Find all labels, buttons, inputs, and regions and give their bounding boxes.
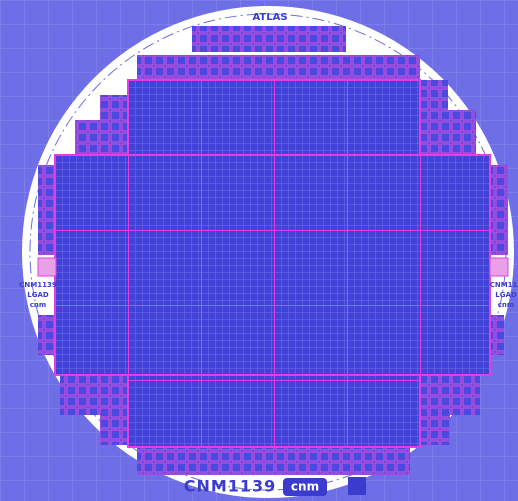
left-label: LGAD <box>27 291 49 299</box>
left-label: cnm <box>30 301 46 309</box>
bottom-label: CNM1139 <box>184 477 277 496</box>
logo-mark <box>348 477 366 495</box>
right-label: CNM113 <box>490 281 518 289</box>
right-label: cnm <box>498 301 514 309</box>
right-label: LGAD <box>495 291 517 299</box>
left-pad <box>38 258 56 276</box>
logo: cnm <box>291 480 319 494</box>
right-pad <box>490 258 508 276</box>
left-label: CNM1139 <box>19 281 57 289</box>
wafer-view: ATLAS CNM1139 cnm CNM1139 LGAD cnm CNM11… <box>0 0 518 501</box>
top-label: ATLAS <box>252 12 287 23</box>
